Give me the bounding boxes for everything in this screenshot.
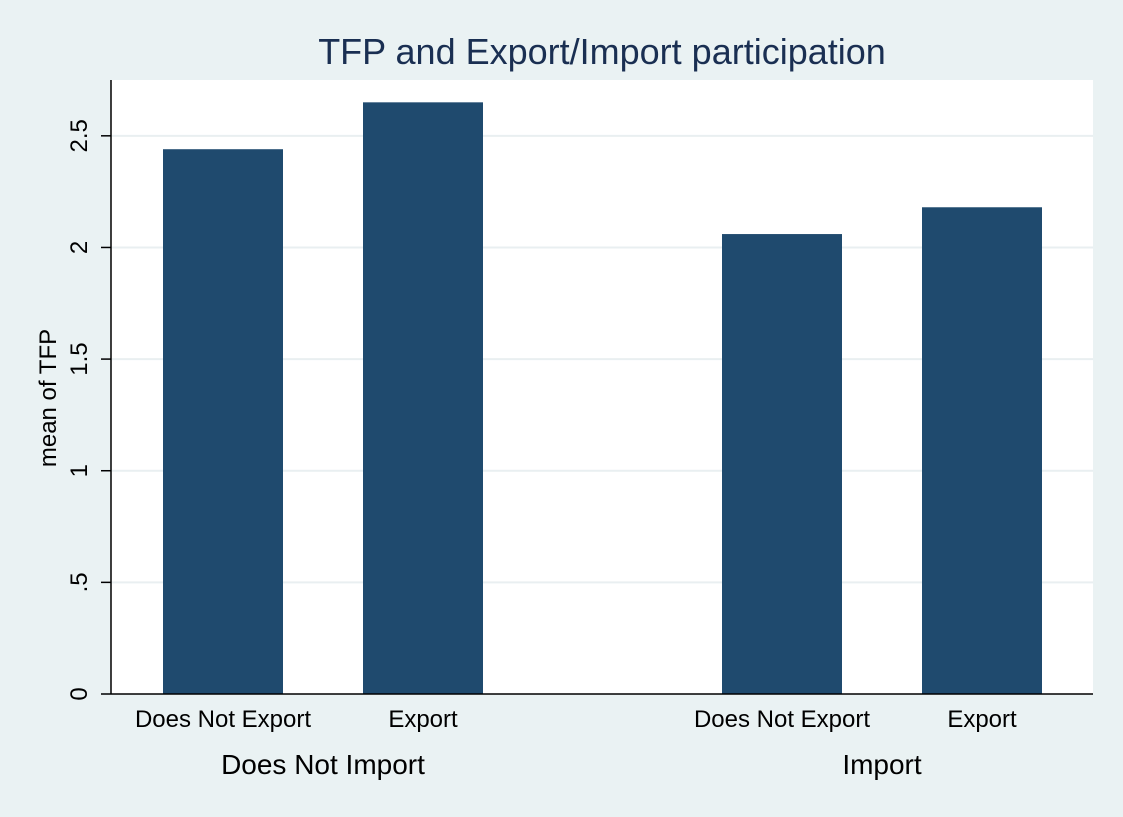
- y-tick-label: 0: [66, 687, 93, 700]
- bar: [163, 149, 283, 694]
- x-category-label: Export: [388, 706, 458, 733]
- chart-title: TFP and Export/Import participation: [318, 31, 886, 72]
- x-category-label: Does Not Export: [135, 706, 311, 733]
- x-category-label: Does Not Export: [694, 706, 870, 733]
- y-axis-title: mean of TFP: [35, 329, 62, 467]
- y-tick-label: 2.5: [66, 119, 93, 152]
- x-group-label: Does Not Import: [221, 749, 425, 780]
- y-tick-label: .5: [66, 572, 93, 592]
- x-category-label: Export: [947, 706, 1017, 733]
- x-label-layer: Does Not Export Export Does Not Import Does…: [135, 706, 1017, 780]
- bar: [363, 102, 483, 694]
- y-tick-label: 1.5: [66, 342, 93, 375]
- bar: [922, 207, 1042, 695]
- bar: [722, 234, 842, 695]
- x-group-label: Import: [842, 749, 922, 780]
- y-tick-layer: 0 .5 1 1.5 2 2.5: [66, 119, 111, 701]
- y-tick-label: 2: [66, 241, 93, 254]
- bar-layer: [163, 102, 1042, 695]
- y-tick-label: 1: [66, 464, 93, 477]
